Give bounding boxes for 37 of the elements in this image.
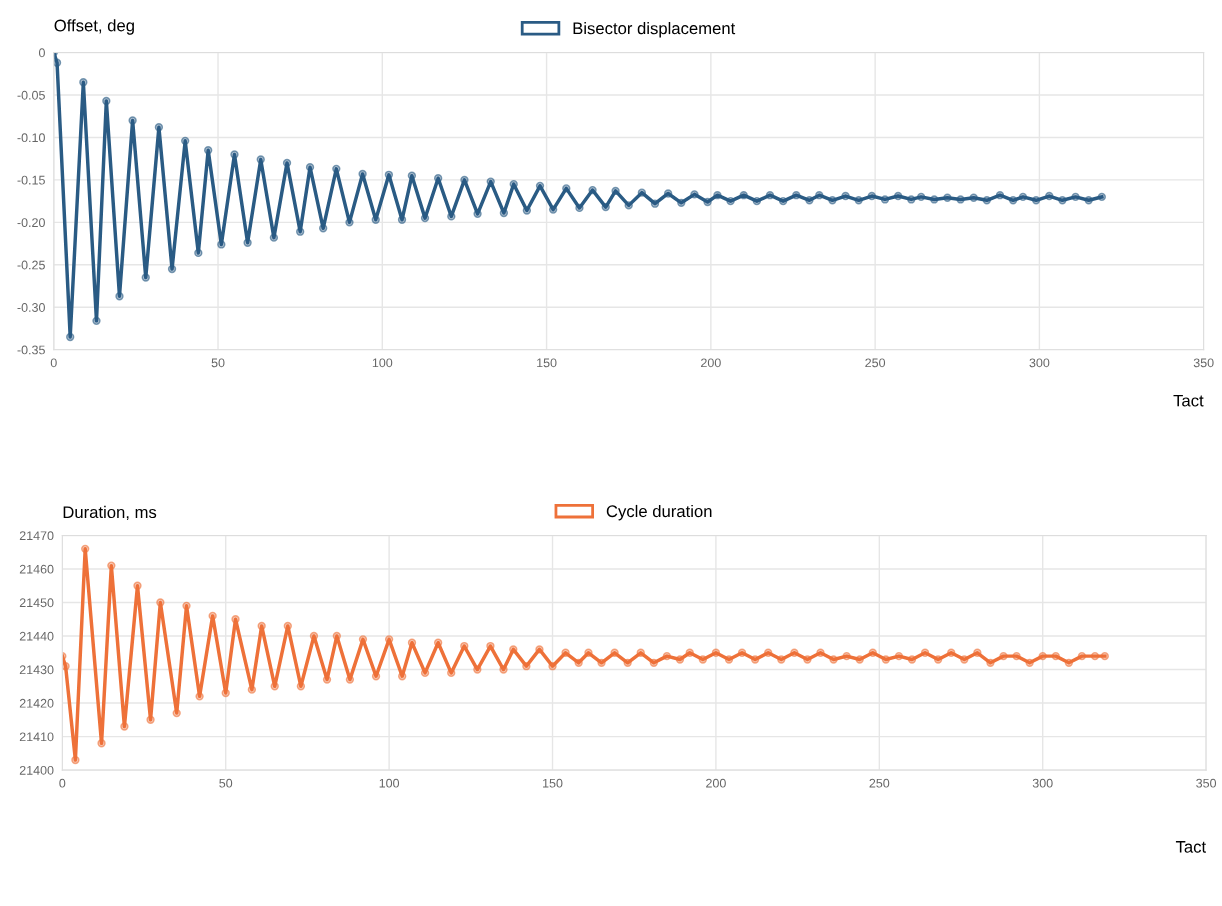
y-tick-label: 21420 xyxy=(19,698,54,708)
x-tick-label: 300 xyxy=(1032,778,1053,788)
y-tick-label: -0.25 xyxy=(17,260,45,270)
y-axis-title: Duration, ms xyxy=(63,505,157,521)
x-tick-label: 300 xyxy=(1029,358,1050,368)
x-tick-label: 0 xyxy=(59,778,66,788)
x-tick-label: 50 xyxy=(211,358,225,368)
y-axis-title: Offset, deg xyxy=(54,19,134,35)
y-tick-label: 21450 xyxy=(19,598,54,608)
y-tick-label: -0.05 xyxy=(17,90,45,100)
x-tick-label: 200 xyxy=(706,778,726,788)
y-tick-label: 21400 xyxy=(19,765,54,775)
y-tick-label: -0.10 xyxy=(17,133,45,143)
x-tick-label: 150 xyxy=(537,358,557,368)
x-tick-label: 350 xyxy=(1196,778,1217,788)
x-tick-label: 100 xyxy=(372,358,393,368)
y-tick-label: -0.15 xyxy=(17,175,45,185)
x-tick-label: 250 xyxy=(869,778,890,788)
y-tick-label: -0.35 xyxy=(17,345,45,355)
y-tick-label: -0.30 xyxy=(17,303,45,312)
x-tick-label: 250 xyxy=(865,358,886,368)
y-tick-label: 21440 xyxy=(19,631,54,641)
y-tick-label: 21470 xyxy=(19,531,54,541)
y-tick-label: 21430 xyxy=(19,665,54,675)
y-tick-label: -0.20 xyxy=(17,218,45,228)
legend-label: Bisector displacement xyxy=(573,22,736,38)
x-tick-label: 100 xyxy=(379,778,400,788)
x-axis-title: Tact xyxy=(1173,394,1204,407)
x-tick-label: 150 xyxy=(543,778,563,788)
y-tick-label: 21410 xyxy=(19,732,54,742)
y-tick-label: 21460 xyxy=(19,564,54,574)
x-tick-label: 50 xyxy=(219,778,233,788)
x-tick-label: 200 xyxy=(701,358,721,368)
legend-label: Cycle duration xyxy=(606,504,712,521)
x-tick-label: 350 xyxy=(1193,358,1214,368)
y-tick-label: 0 xyxy=(38,48,45,58)
x-axis-title: Tact xyxy=(1175,841,1206,853)
